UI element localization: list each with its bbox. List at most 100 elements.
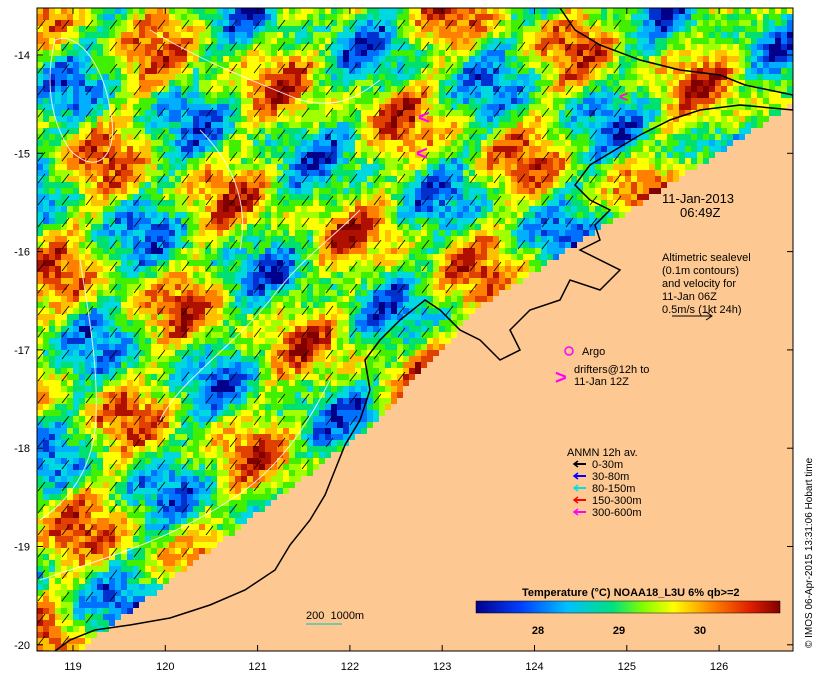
velocity-arrow — [109, 261, 118, 272]
velocity-arrow — [61, 569, 70, 580]
velocity-arrow — [229, 481, 238, 492]
velocity-arrow — [109, 503, 118, 514]
velocity-arrow — [61, 481, 70, 492]
y-tick-label: -15 — [14, 148, 30, 160]
velocity-arrow — [205, 195, 214, 206]
velocity-arrow — [301, 349, 310, 360]
velocity-arrow — [109, 327, 118, 338]
velocity-arrow — [445, 151, 454, 162]
velocity-arrow — [205, 41, 214, 52]
velocity-arrow — [85, 151, 94, 162]
velocity-arrow — [373, 41, 382, 52]
velocity-arrow — [133, 85, 142, 96]
velocity-arrow — [229, 261, 238, 272]
velocity-arrow — [157, 195, 166, 206]
velocity-arrow — [565, 107, 574, 118]
velocity-arrow — [85, 613, 94, 624]
velocity-arrow — [373, 63, 382, 74]
velocity-arrow — [109, 85, 118, 96]
velocity-arrow — [85, 327, 94, 338]
velocity-arrow — [517, 195, 526, 206]
velocity-arrow — [325, 327, 334, 338]
velocity-arrow — [157, 327, 166, 338]
velocity-arrow — [85, 283, 94, 294]
velocity-arrow — [181, 85, 190, 96]
velocity-arrow — [181, 547, 190, 558]
velocity-arrow — [85, 305, 94, 316]
velocity-arrow — [277, 129, 286, 140]
velocity-arrow — [85, 481, 94, 492]
velocity-arrow — [445, 195, 454, 206]
velocity-arrow — [181, 305, 190, 316]
velocity-arrow — [109, 151, 118, 162]
velocity-arrow — [397, 63, 406, 74]
velocity-arrow — [229, 305, 238, 316]
timestamp-date: 11-Jan-2013 — [662, 191, 734, 206]
velocity-arrow — [517, 261, 526, 272]
plot-frame — [36, 7, 794, 652]
velocity-arrow — [37, 459, 46, 470]
velocity-arrow — [85, 591, 94, 602]
velocity-arrow — [421, 19, 430, 30]
velocity-arrow — [373, 327, 382, 338]
velocity-arrow — [301, 173, 310, 184]
velocity-arrow — [133, 173, 142, 184]
velocity-arrow — [205, 327, 214, 338]
velocity-arrow — [157, 437, 166, 448]
velocity-arrow — [85, 239, 94, 250]
velocity-arrow — [85, 41, 94, 52]
velocity-arrow — [157, 239, 166, 250]
velocity-arrow — [301, 239, 310, 250]
velocity-arrow — [469, 151, 478, 162]
argo-legend: Argo > drifters@12h to 11-Jan 12Z — [555, 346, 649, 389]
velocity-arrow — [541, 63, 550, 74]
velocity-arrow — [565, 129, 574, 140]
velocity-arrow — [253, 261, 262, 272]
velocity-arrow — [157, 261, 166, 272]
velocity-arrow — [277, 107, 286, 118]
anmn-item-label: 0-30m — [592, 459, 623, 471]
anmn-title: ANMN 12h av. — [567, 447, 638, 459]
velocity-arrow — [277, 195, 286, 206]
velocity-arrow — [181, 283, 190, 294]
anmn-legend: ANMN 12h av. 0-30m30-80m80-150m150-300m3… — [567, 447, 642, 519]
velocity-arrow — [157, 305, 166, 316]
velocity-arrow — [373, 129, 382, 140]
velocity-arrow — [229, 349, 238, 360]
velocity-arrow — [253, 283, 262, 294]
velocity-arrow — [37, 305, 46, 316]
altimetry-line: 11-Jan 06Z — [662, 291, 717, 303]
velocity-arrow — [37, 635, 46, 646]
velocity-arrow — [85, 173, 94, 184]
velocity-arrow — [445, 19, 454, 30]
velocity-arrow — [181, 481, 190, 492]
velocity-arrow — [301, 129, 310, 140]
velocity-arrow — [325, 19, 334, 30]
velocity-arrow — [397, 217, 406, 228]
velocity-arrow — [61, 195, 70, 206]
y-tick-label: -14 — [14, 50, 30, 62]
velocity-arrow — [109, 173, 118, 184]
drifter-tracks: < < < — [416, 89, 628, 165]
velocity-arrow — [421, 85, 430, 96]
velocity-arrow — [493, 107, 502, 118]
velocity-arrow — [37, 591, 46, 602]
velocity-arrow — [181, 129, 190, 140]
velocity-arrow — [565, 63, 574, 74]
velocity-arrow — [469, 85, 478, 96]
velocity-arrow — [445, 63, 454, 74]
velocity-arrow — [157, 85, 166, 96]
velocity-arrow — [325, 173, 334, 184]
velocity-arrow — [325, 239, 334, 250]
velocity-arrow — [181, 415, 190, 426]
velocity-arrow — [325, 217, 334, 228]
velocity-arrow — [613, 129, 622, 140]
velocity-arrow — [181, 239, 190, 250]
velocity-arrow — [157, 63, 166, 74]
velocity-arrow — [589, 173, 598, 184]
velocity-arrow — [109, 371, 118, 382]
velocity-arrow — [325, 261, 334, 272]
velocity-arrow — [613, 151, 622, 162]
velocity-arrow — [61, 635, 70, 646]
velocity-arrow — [517, 19, 526, 30]
